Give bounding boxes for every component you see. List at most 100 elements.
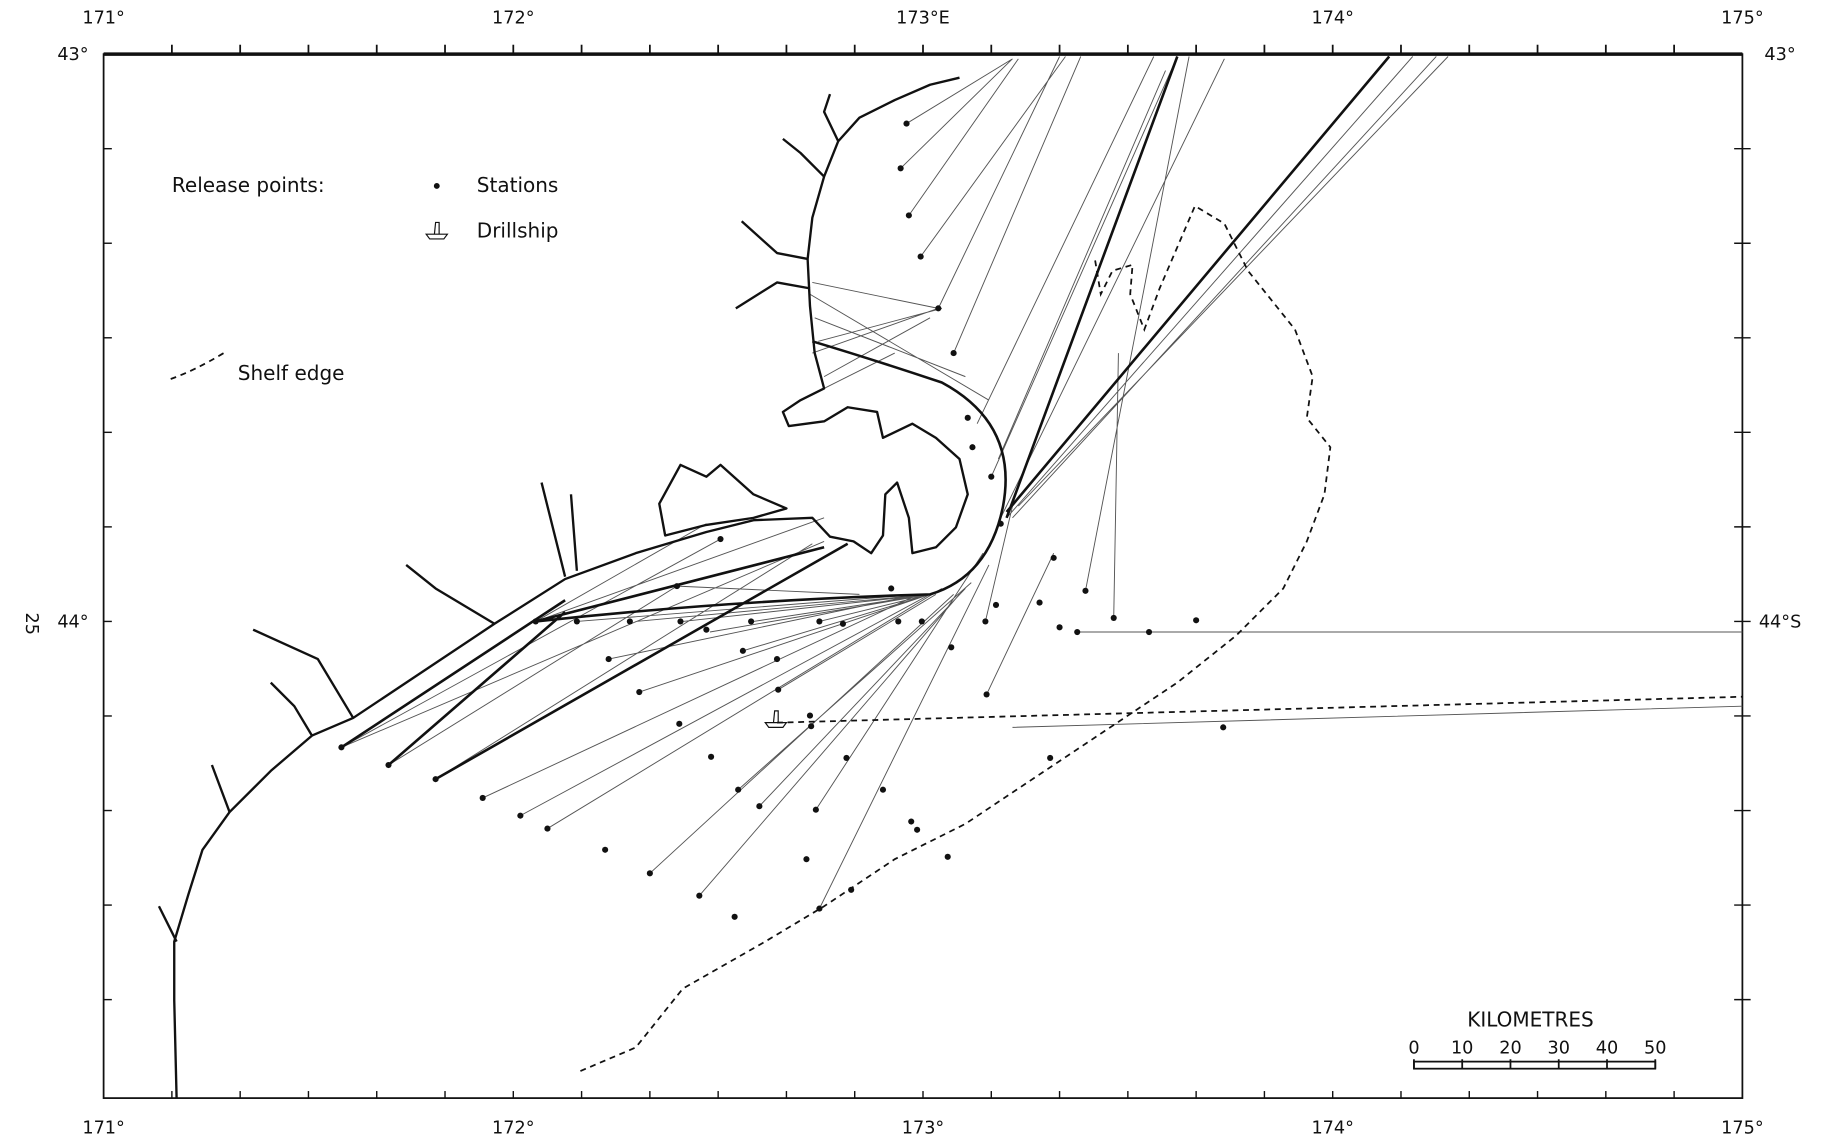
- station: [636, 688, 643, 696]
- coastline: [173, 76, 969, 1099]
- station: [935, 305, 942, 312]
- shelf-edge: [580, 204, 1332, 1072]
- right-axis-label: 43°: [1764, 45, 1795, 65]
- station: [816, 905, 823, 912]
- station: [895, 618, 902, 625]
- map-frame: [102, 52, 1744, 1099]
- station: [988, 473, 995, 480]
- page-number: 25: [21, 613, 41, 635]
- station: [1082, 587, 1089, 594]
- top-axis-label: 173°E: [896, 9, 950, 29]
- legend-label: Drillship: [477, 219, 559, 243]
- station: [748, 618, 755, 625]
- legend-shelf-line: [170, 352, 225, 380]
- bottom-axis-label: 174°: [1311, 1118, 1354, 1138]
- station: [677, 618, 684, 625]
- station: [573, 618, 580, 625]
- top-axis-label: 172°: [492, 9, 535, 29]
- stations: [338, 120, 1227, 920]
- station: [1056, 624, 1063, 631]
- station: [948, 644, 955, 651]
- station: [544, 825, 551, 832]
- station: [908, 818, 915, 825]
- scale-title: KILOMETRES: [1467, 1007, 1594, 1031]
- station: [888, 585, 895, 592]
- station: [731, 913, 738, 920]
- top-axis-label: 175°: [1721, 9, 1764, 29]
- station: [532, 618, 539, 625]
- drift-lines: [341, 56, 1449, 909]
- station: [646, 870, 653, 877]
- station: [992, 601, 1000, 609]
- station: [1050, 554, 1057, 561]
- station: [517, 812, 524, 819]
- station: [775, 686, 782, 693]
- station: [602, 846, 609, 853]
- station: [773, 656, 781, 663]
- station: [626, 618, 633, 625]
- offshore-tracks: [1012, 631, 1743, 728]
- legend-label: Shelf edge: [238, 361, 345, 385]
- scale-label: 20: [1499, 1038, 1521, 1058]
- station: [1193, 617, 1200, 624]
- station: [1047, 754, 1054, 762]
- station: [676, 720, 683, 727]
- station: [756, 803, 763, 810]
- station: [432, 776, 439, 783]
- station: [848, 886, 855, 893]
- station: [1110, 614, 1117, 621]
- station: [673, 583, 681, 590]
- scale-bar-body: [1413, 1060, 1657, 1070]
- bottom-axis-label: 171°: [82, 1118, 125, 1138]
- station: [479, 794, 486, 802]
- top-axis-label: 171°: [82, 9, 125, 29]
- station: [385, 761, 392, 769]
- drillship-track: [776, 695, 1743, 724]
- station: [1036, 599, 1043, 606]
- scale-label: 40: [1596, 1038, 1618, 1058]
- station: [717, 535, 724, 543]
- station: [879, 786, 887, 793]
- station: [816, 618, 823, 625]
- station: [983, 691, 990, 698]
- station: [950, 350, 957, 357]
- station: [803, 856, 810, 863]
- station: [905, 212, 912, 219]
- main-tracks: [340, 55, 1391, 781]
- station: [735, 786, 742, 793]
- station: [1145, 628, 1153, 636]
- station: [944, 853, 951, 860]
- station: [839, 620, 847, 627]
- station: [918, 618, 925, 625]
- station: [605, 656, 612, 663]
- station: [338, 744, 345, 751]
- station: [843, 754, 850, 762]
- lake: [658, 463, 788, 537]
- bottom-axis-label: 173°: [902, 1118, 945, 1138]
- scale-label: 10: [1451, 1038, 1473, 1058]
- scale-label: 50: [1644, 1038, 1666, 1058]
- station: [897, 165, 904, 172]
- station: [812, 806, 819, 813]
- station: [964, 414, 971, 421]
- station: [969, 444, 976, 451]
- station: [982, 618, 989, 625]
- station: [806, 712, 814, 719]
- right-axis-label: 44°S: [1759, 612, 1801, 632]
- left-axis-label: 43°: [57, 45, 88, 65]
- bottom-axis-label: 172°: [492, 1118, 535, 1138]
- station: [703, 626, 710, 633]
- station: [917, 253, 924, 260]
- rivers: [157, 93, 840, 943]
- station: [903, 120, 910, 127]
- scale-bar: 0 10 20 30 40 50: [1408, 1038, 1667, 1070]
- station: [696, 892, 703, 899]
- station: [808, 723, 815, 730]
- station: [739, 647, 746, 654]
- station: [1074, 628, 1081, 636]
- station: [997, 520, 1004, 527]
- legend-station-dot: [433, 183, 440, 189]
- left-axis-label: 44°: [57, 612, 88, 632]
- scale-label: 30: [1548, 1038, 1570, 1058]
